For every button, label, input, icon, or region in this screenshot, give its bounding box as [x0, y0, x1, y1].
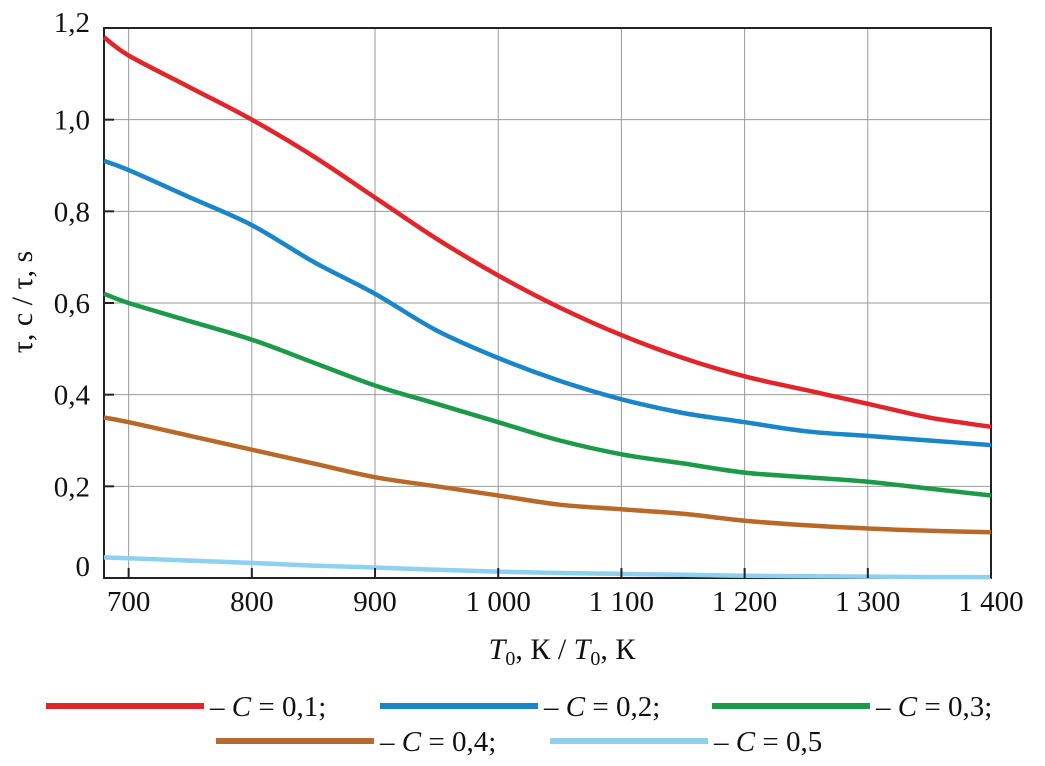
legend-label: – C = 0,3; — [875, 691, 992, 723]
series-line-3 — [103, 291, 992, 498]
x-tick-label: 900 — [353, 586, 397, 618]
x-tick-label: 1 100 — [589, 586, 654, 618]
x-axis-symbol: T — [489, 633, 508, 666]
series-lines — [102, 35, 992, 580]
series-line-4 — [103, 415, 992, 535]
x-axis-unit-en: , К — [600, 633, 636, 666]
x-axis-unit: , К / — [515, 633, 573, 666]
legend-label: – C = 0,2; — [543, 691, 660, 723]
x-axis-title: T0, К / T0, К — [489, 633, 637, 670]
x-axis-ticks: 700 800 900 1 000 1 100 1 200 1 300 1 400 — [107, 568, 1024, 618]
series-line-1 — [102, 35, 992, 430]
legend-label: – C = 0,4; — [379, 726, 496, 758]
x-axis-subscript-en: 0 — [590, 648, 600, 670]
x-tick-label: 1 000 — [466, 586, 531, 618]
x-tick-label: 700 — [107, 586, 151, 618]
legend-label: – C = 0,1; — [209, 691, 326, 723]
series-line-2 — [103, 158, 992, 448]
x-axis-subscript: 0 — [505, 648, 515, 670]
x-tick-label: 1 200 — [712, 586, 777, 618]
x-tick-label: 800 — [230, 586, 274, 618]
y-axis-title: τ, с / τ, s — [6, 251, 39, 353]
y-tick-label: 0 — [76, 551, 91, 583]
legend: – C = 0,1; – C = 0,2; – C = 0,3; – C = 0,4;… — [46, 691, 992, 758]
legend-item-4: – C = 0,4; — [216, 726, 496, 758]
y-tick-label: 0,4 — [54, 380, 91, 412]
legend-item-2: – C = 0,2; — [380, 691, 660, 723]
y-tick-label: 0,6 — [54, 288, 90, 320]
legend-item-1: – C = 0,1; — [46, 691, 326, 723]
x-tick-label: 1 300 — [835, 586, 900, 618]
legend-item-3: – C = 0,3; — [712, 691, 992, 723]
series-line-5 — [103, 555, 992, 580]
y-axis-ticks: 0 0,2 0,4 0,6 0,8 1,0 1,2 — [54, 7, 114, 583]
x-axis-symbol-en: T — [574, 633, 593, 666]
x-tick-label: 1 400 — [958, 586, 1023, 618]
legend-item-5: – C = 0,5 — [550, 726, 822, 758]
y-tick-label: 1,0 — [54, 105, 90, 137]
legend-label: – C = 0,5 — [713, 726, 822, 758]
y-tick-label: 1,2 — [54, 7, 90, 39]
y-tick-label: 0,2 — [54, 471, 90, 503]
y-tick-label: 0,8 — [54, 196, 90, 228]
